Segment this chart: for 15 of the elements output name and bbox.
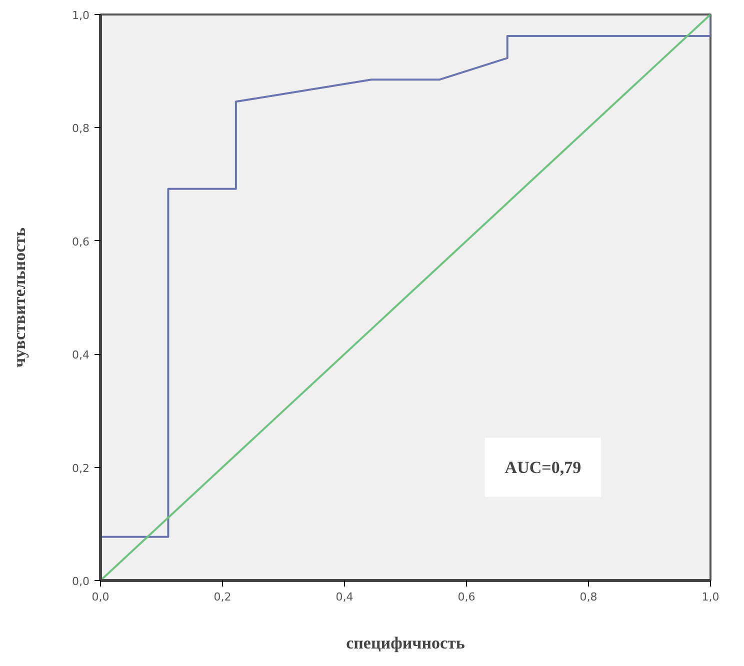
annotation: AUC=0,79 (504, 458, 582, 477)
x-tick-label: 0,8 (580, 590, 598, 604)
y-tick-label: 1,0 (72, 9, 90, 22)
y-axis-title: чувствительность (10, 228, 30, 368)
y-tick-label: 0,4 (72, 348, 90, 362)
x-axis-title: специфичность (346, 634, 465, 652)
y-tick-label: 0,6 (72, 235, 90, 248)
x-tick-label: 0,4 (336, 590, 354, 604)
y-tick-label: 0,2 (72, 462, 90, 475)
x-tick-label: 0,2 (214, 590, 232, 604)
x-tick-label: 0,0 (92, 590, 110, 604)
y-tick-label: 0,8 (72, 122, 90, 136)
y-tick-label: 0,0 (72, 575, 90, 588)
x-tick-label: 1,0 (702, 590, 720, 604)
x-tick-label: 0,6 (458, 590, 476, 604)
